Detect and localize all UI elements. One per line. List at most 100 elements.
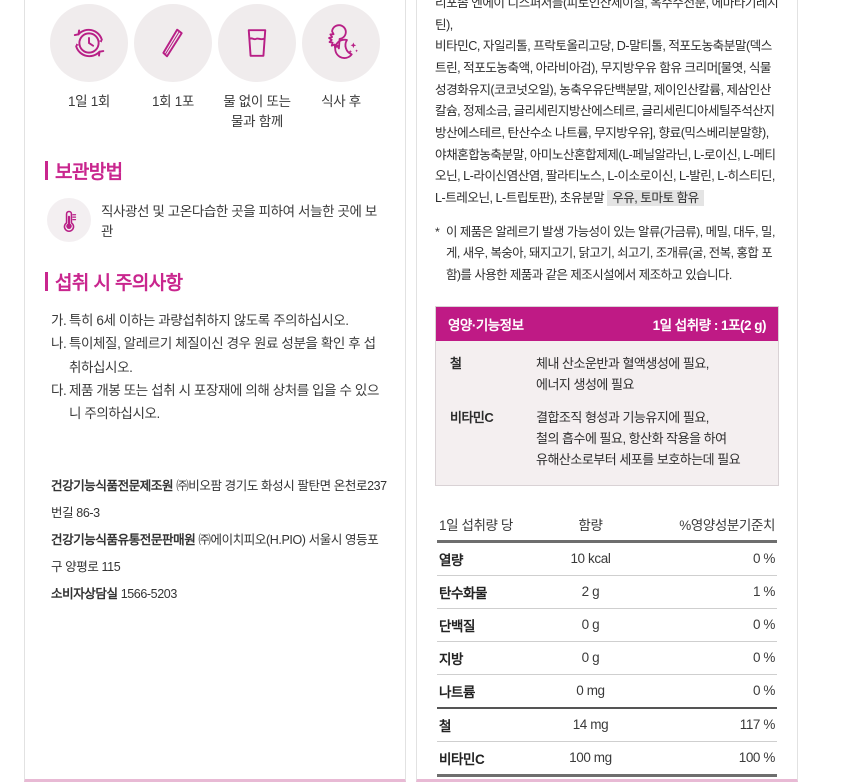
ingredients-text: 리포좀 엔에이 디스퍼서블(피로인산제이철, 옥수수전분, 에마타기레시틴), …: [431, 0, 783, 210]
dosage-label: 식사 후: [299, 92, 383, 112]
caution-text: 특이체질, 알레르기 체질이신 경우 원료 성분을 확인 후 섭취하십시오.: [69, 336, 376, 375]
caution-item: 다. 제품 개봉 또는 섭취 시 포장재에 의해 상처를 입을 수 있으니 주의…: [51, 379, 387, 425]
function-row-iron: 철 체내 산소운반과 혈액생성에 필요, 에너지 생성에 필요: [450, 353, 764, 395]
left-info-card: 1일 1회 1회 1포: [24, 0, 406, 782]
dosage-label-line2: 물과 함께: [231, 113, 283, 129]
table-row: 나트륨 0 mg 0 %: [437, 674, 777, 709]
nutrition-panel-title: 영양·기능정보: [448, 318, 524, 334]
dosage-item-amount: 1회 1포: [131, 4, 215, 112]
clock-refresh-icon: [50, 4, 128, 82]
function-description-line: 체내 산소운반과 혈액생성에 필요,: [536, 356, 709, 372]
function-description-line: 에너지 생성에 필요: [536, 377, 634, 393]
row-nutrient-name: 철: [437, 707, 556, 742]
caution-text: 특히 6세 이하는 과량섭취하지 않도록 주의하십시오.: [69, 313, 349, 329]
dosage-label-line1: 1회 1포: [151, 94, 195, 109]
row-nutrient-name: 비타민C: [437, 741, 556, 777]
consumer-service-number: 1566-5203: [120, 586, 178, 601]
dosage-label: 물 없이 또는 물과 함께: [215, 92, 299, 131]
row-percent: 1 %: [625, 575, 777, 609]
storage-method-row: 직사광선 및 고온다습한 곳을 피하여 서늘한 곳에 보관: [47, 198, 387, 243]
water-glass-icon: [218, 4, 296, 82]
row-amount: 14 mg: [555, 707, 626, 742]
dosage-label: 1일 1회: [47, 92, 131, 112]
dosage-item-frequency: 1일 1회: [47, 4, 131, 112]
dosage-label-line1: 물 없이 또는: [223, 94, 291, 109]
manufacturer-line: 건강기능식품전문제조원 ㈜비오팜 경기도 화성시 팔탄면 온천로237번길 86…: [51, 473, 387, 527]
header-amount: 함량: [555, 507, 626, 543]
table-row: 철 14 mg 117 %: [437, 707, 777, 742]
allergy-manufacturing-note: * 이 제품은 알레르기 발생 가능성이 있는 알류(가금류), 메밀, 대두,…: [435, 222, 779, 287]
cautions-section-heading: 섭취 시 주의사항: [45, 268, 387, 295]
storage-heading-label: 보관방법: [55, 162, 123, 184]
table-row: 지방 0 g 0 %: [437, 641, 777, 675]
nutrition-panel-header: 영양·기능정보 1일 섭취량 : 1포(2 g): [436, 307, 778, 342]
consumer-service-line: 소비자상담실 1566-5203: [51, 581, 387, 608]
function-row-vitamin-c: 비타민C 결합조직 형성과 기능유지에 필요, 철의 흡수에 필요, 항산화 작…: [450, 407, 764, 470]
row-nutrient-name: 나트륨: [437, 674, 556, 709]
caution-item: 나. 특이체질, 알레르기 체질이신 경우 원료 성분을 확인 후 섭취하십시오…: [51, 332, 387, 378]
company-info-block: 건강기능식품전문제조원 ㈜비오팜 경기도 화성시 팔탄면 온천로237번길 86…: [51, 473, 387, 607]
row-amount: 0 g: [555, 608, 626, 642]
stick-pack-icon: [134, 4, 212, 82]
header-percent: %영양성분기준치: [625, 507, 777, 543]
row-percent: 0 %: [625, 641, 777, 675]
header-serving: 1일 섭취량 당: [437, 507, 556, 543]
row-amount: 0 mg: [555, 674, 626, 709]
allergy-note-marker: *: [435, 224, 440, 239]
nutrition-facts-header: 1일 섭취량 당 함량 %영양성분기준치: [437, 507, 777, 543]
ingredients-body: 비타민C, 자일리톨, 프락토올리고당, D-말티톨, 적포도농축분말(덱스트린…: [435, 39, 776, 205]
caution-marker: 다.: [51, 382, 67, 398]
function-description: 체내 산소운반과 혈액생성에 필요, 에너지 생성에 필요: [536, 353, 764, 395]
nutrition-panel-body: 철 체내 산소운반과 혈액생성에 필요, 에너지 생성에 필요 비타민C 결합조…: [436, 341, 778, 485]
function-description-line: 철의 흡수에 필요, 항산화 작용을 하여: [536, 431, 727, 447]
row-percent: 117 %: [625, 707, 777, 742]
distributor-line: 건강기능식품유통전문판매원 ㈜에이치피오(H.PIO) 서울시 영등포구 양평로…: [51, 527, 387, 581]
table-row: 단백질 0 g 0 %: [437, 608, 777, 642]
row-amount: 0 g: [555, 641, 626, 675]
row-nutrient-name: 열량: [437, 541, 556, 576]
function-nutrient-name: 비타민C: [450, 410, 494, 426]
heading-accent-bar: [45, 161, 48, 181]
function-description-line: 결합조직 형성과 기능유지에 필요,: [536, 410, 709, 426]
distributor-label: 건강기능식품유통전문판매원: [51, 532, 196, 547]
caution-marker: 가.: [51, 313, 67, 329]
dosage-instruction-row: 1일 1회 1회 1포: [43, 0, 387, 131]
row-percent: 100 %: [625, 741, 777, 777]
distributor-value: ㈜에이치피오(H.PIO) 서울시 영등포구 양평로 115: [51, 532, 379, 574]
function-nutrient-name: 철: [450, 356, 462, 372]
thermometer-icon: [47, 198, 91, 243]
row-percent: 0 %: [625, 608, 777, 642]
table-row: 열량 10 kcal 0 %: [437, 541, 777, 576]
caution-item: 가. 특히 6세 이하는 과량섭취하지 않도록 주의하십시오.: [51, 309, 387, 332]
row-percent: 0 %: [625, 541, 777, 576]
allergy-note-text: 이 제품은 알레르기 발생 가능성이 있는 알류(가금류), 메밀, 대두, 밀…: [446, 224, 775, 282]
function-description: 결합조직 형성과 기능유지에 필요, 철의 흡수에 필요, 항산화 작용을 하여…: [536, 407, 764, 470]
dosage-item-water: 물 없이 또는 물과 함께: [215, 4, 299, 131]
table-row: 비타민C 100 mg 100 %: [437, 741, 777, 777]
row-percent: 0 %: [625, 674, 777, 709]
caution-text: 제품 개봉 또는 섭취 시 포장재에 의해 상처를 입을 수 있으니 주의하십시…: [69, 382, 379, 421]
manufacturer-label: 건강기능식품전문제조원: [51, 479, 174, 494]
caution-list: 가. 특히 6세 이하는 과량섭취하지 않도록 주의하십시오. 나. 특이체질,…: [51, 309, 387, 425]
sun-moon-icon: [302, 4, 380, 82]
function-description-line: 유해산소로부터 세포를 보호하는데 필요: [536, 452, 741, 468]
row-amount: 2 g: [555, 575, 626, 609]
nutrition-facts-body: 열량 10 kcal 0 % 탄수화물 2 g 1 % 단백질 0 g 0 % …: [437, 541, 777, 777]
dosage-item-timing: 식사 후: [299, 4, 383, 112]
row-nutrient-name: 단백질: [437, 608, 556, 642]
nutrition-serving-size: 1일 섭취량 : 1포(2 g): [652, 318, 767, 334]
storage-method-text: 직사광선 및 고온다습한 곳을 피하여 서늘한 곳에 보관: [101, 204, 377, 240]
consumer-service-label: 소비자상담실: [51, 586, 118, 601]
nutrition-facts-table: 1일 섭취량 당 함량 %영양성분기준치 열량 10 kcal 0 % 탄수화물…: [437, 507, 777, 777]
ingredients-first-line: 리포좀 엔에이 디스퍼서블(피로인산제이철, 옥수수전분, 에마타기레시틴),: [435, 0, 779, 32]
dosage-label: 1회 1포: [131, 92, 215, 112]
table-header-row: 1일 섭취량 당 함량 %영양성분기준치: [437, 507, 777, 543]
storage-section-heading: 보관방법: [45, 157, 387, 184]
dosage-label-line1: 1일 1회: [67, 94, 111, 109]
allergen-highlight: 우유, 토마토 함유: [607, 189, 704, 206]
heading-accent-bar: [45, 272, 48, 292]
cautions-heading-label: 섭취 시 주의사항: [55, 273, 183, 295]
row-nutrient-name: 탄수화물: [437, 575, 556, 609]
table-row: 탄수화물 2 g 1 %: [437, 575, 777, 609]
